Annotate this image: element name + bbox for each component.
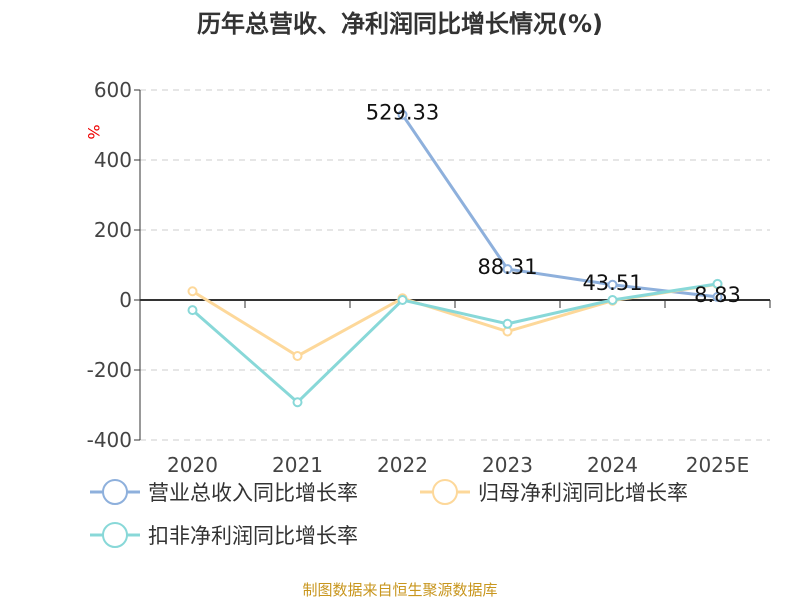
legend-item[interactable]: 归母净利润同比增长率 [420,479,688,505]
x-tick-label: 2020 [167,453,218,477]
x-tick-label: 2021 [272,453,323,477]
y-axis-label: % [84,124,103,139]
data-point [712,291,723,302]
data-point [712,278,723,289]
x-tick-label: 2024 [587,453,638,477]
series-line [191,282,718,405]
y-tick-label: -400 [87,428,132,452]
y-tick-label: 0 [119,288,132,312]
x-tick-label: 2022 [377,453,428,477]
data-point [502,264,513,275]
series-line [401,113,718,299]
legend-item[interactable]: 营业总收入同比增长率 [90,479,358,505]
data-point [292,397,303,408]
data-label: 88.31 [477,255,537,279]
y-tick-label: 400 [94,148,132,172]
data-label: 43.51 [582,271,642,295]
legend-circle-icon [102,522,128,548]
data-label: 529.33 [366,101,439,125]
data-point [607,279,618,290]
legend-label: 扣非净利润同比增长率 [148,524,358,548]
y-tick-label: -200 [87,358,132,382]
data-point [607,295,618,305]
data-point [397,295,408,305]
data-point [397,109,408,120]
source-note: 制图数据来自恒生聚源数据库 [302,581,497,599]
legend-label: 营业总收入同比增长率 [148,481,358,505]
data-point [187,305,198,316]
legend-item[interactable]: 扣非净利润同比增长率 [90,522,358,548]
chart-title: 历年总营收、净利润同比增长情况(%) [197,10,603,38]
legend-circle-icon [432,479,458,505]
data-point [187,286,198,297]
y-tick-label: 600 [94,78,132,102]
x-tick-label: 2023 [482,453,533,477]
y-tick-label: 200 [94,218,132,242]
data-point [502,318,513,329]
data-point [292,351,303,361]
x-tick-label: 2025E [686,453,750,477]
data-label: 8.83 [694,283,741,307]
legend-label: 归母净利润同比增长率 [478,481,688,505]
legend-circle-icon [102,479,128,505]
